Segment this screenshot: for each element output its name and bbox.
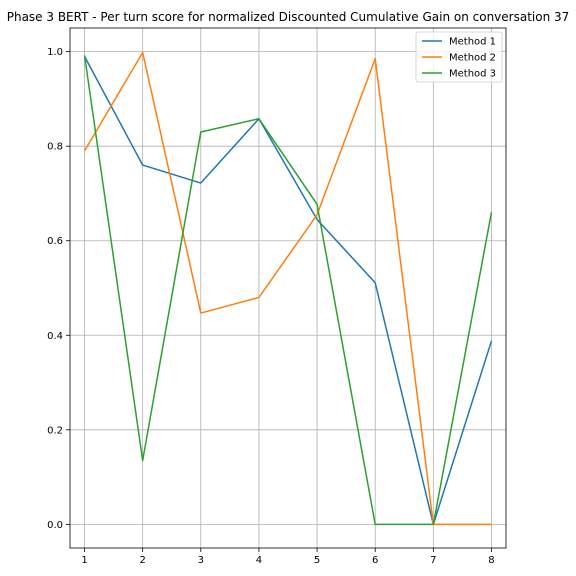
x-tick-label: 2 [139,555,145,566]
series-line-method-3 [83,55,493,526]
x-tick-label: 5 [314,555,320,566]
series-lines [83,51,493,526]
y-tick-label: 0.8 [47,142,63,153]
x-tick-label: 7 [430,555,436,566]
y-tick-label: 0.4 [47,331,63,342]
grid-lines [70,28,506,548]
x-tick-label: 6 [372,555,378,566]
x-tick-label: 1 [81,555,87,566]
y-tick-label: 0.2 [47,425,63,436]
y-tick-label: 1.0 [47,47,63,58]
series-line-method-1 [83,56,493,526]
series-line-method-2 [83,51,492,526]
x-tick-label: 4 [256,555,262,566]
x-tick-label: 8 [488,555,494,566]
legend-label: Method 2 [449,53,496,64]
chart-title: Phase 3 BERT - Per turn score for normal… [7,10,570,24]
legend-label: Method 1 [449,37,496,48]
y-tick-label: 0.0 [47,520,63,531]
x-tick-label: 3 [198,555,204,566]
axis-ticks: 1 2 3 4 5 6 7 8 0.0 0.2 0.4 0.6 0.8 1.0 [47,47,495,566]
legend-label: Method 3 [449,69,496,80]
legend: Method 1 Method 2 Method 3 [415,31,503,83]
legend-box [415,31,503,83]
y-tick-label: 0.6 [47,236,63,247]
plot-frame [69,27,507,549]
